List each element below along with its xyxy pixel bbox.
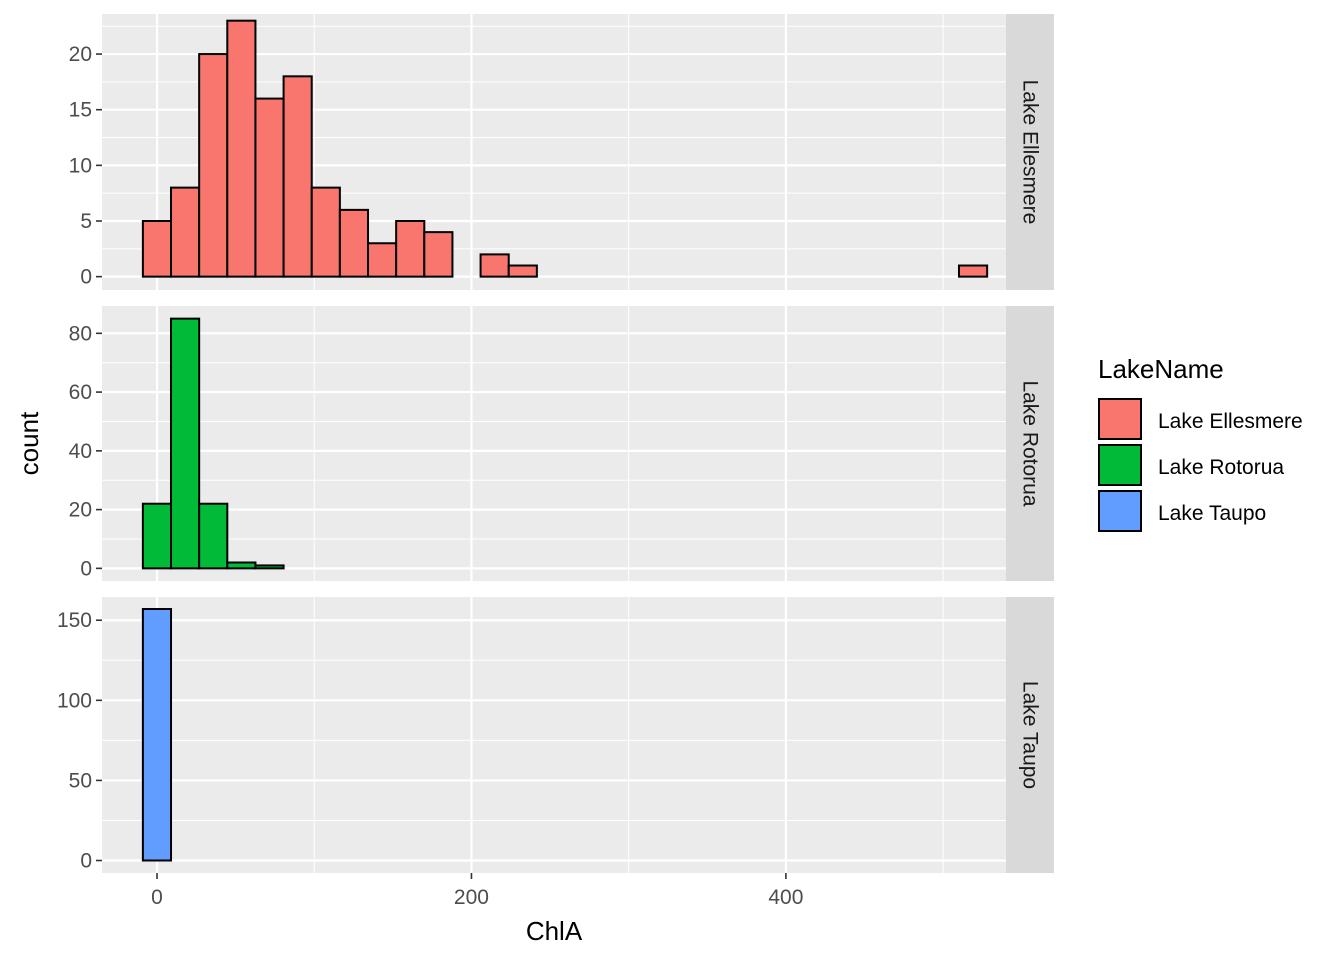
y-tick-label: 15 (69, 99, 92, 122)
y-tick-label: 40 (69, 440, 92, 463)
facet-strip-label: Lake Rotorua (1019, 380, 1042, 506)
histogram-bar (423, 231, 454, 278)
histogram-bar (254, 97, 285, 278)
x-axis-title: ChlA (526, 916, 583, 946)
histogram-bar (170, 317, 201, 570)
y-tick-label: 0 (80, 266, 92, 289)
facet-strip (1006, 306, 1054, 581)
y-tick-label: 20 (69, 43, 92, 66)
histogram-bar (141, 220, 173, 278)
y-tick-label: 100 (57, 689, 92, 712)
legend: LakeName Lake Ellesmere Lake Rotorua Lake … (1098, 354, 1303, 532)
facet-strip-label: Lake Taupo (1019, 681, 1042, 789)
histogram-bar (395, 220, 426, 278)
y-tick-label: 60 (69, 381, 92, 404)
panel-background (102, 597, 1006, 873)
histogram-bar (282, 75, 313, 278)
histogram-bar (254, 564, 285, 570)
legend-swatch (1098, 490, 1142, 532)
histogram-bar (141, 608, 173, 862)
legend-swatch (1098, 398, 1142, 440)
y-tick-label: 50 (69, 769, 92, 792)
histogram-bar (198, 53, 229, 278)
x-tick-label: 0 (151, 886, 163, 909)
histogram-bar (226, 561, 257, 570)
histogram-bar (367, 242, 398, 278)
histogram-bar (198, 502, 229, 570)
legend-title: LakeName (1098, 354, 1224, 384)
panel-background (102, 306, 1006, 581)
x-tick-label: 400 (768, 886, 803, 909)
y-axis-title: count (14, 411, 44, 475)
histogram-bar (338, 208, 370, 278)
y-tick-label: 20 (69, 499, 92, 522)
legend-label: Lake Rotorua (1158, 456, 1284, 479)
facet-panel: 0 20 40 60 80 Lake Rotorua (69, 306, 1054, 581)
y-tick-label: 0 (80, 850, 92, 873)
facet-strip-label: Lake Ellesmere (1019, 80, 1042, 225)
legend-swatch (1098, 444, 1142, 486)
facet-strip (1006, 14, 1054, 290)
histogram-bar (141, 502, 173, 570)
y-tick-label: 10 (69, 154, 92, 177)
facet-panel: 0 5 10 15 20 Lake Ellesmere (69, 14, 1054, 290)
y-tick-label: 80 (69, 322, 92, 345)
x-axis: 0 200 400 (151, 873, 803, 909)
legend-label: Lake Taupo (1158, 502, 1266, 525)
y-tick-label: 0 (80, 557, 92, 580)
legend-label: Lake Ellesmere (1158, 410, 1303, 433)
facet-panel: 0 50 100 150 Lake Taupo (57, 597, 1054, 873)
histogram-bar (479, 253, 510, 278)
facet-strip (1006, 597, 1054, 873)
y-tick-label: 150 (57, 609, 92, 632)
histogram-bar (507, 264, 538, 278)
legend-entry: Lake Rotorua (1098, 444, 1284, 486)
histogram-bar (226, 19, 257, 278)
histogram-bar (170, 186, 201, 278)
histogram-bar (310, 186, 341, 278)
x-tick-label: 200 (454, 886, 489, 909)
legend-entry: Lake Ellesmere (1098, 398, 1303, 440)
legend-entry: Lake Taupo (1098, 490, 1266, 532)
histogram-bar (957, 264, 989, 278)
panels-layer: 0 5 10 15 20 Lake Ellesmere 0 20 40 60 80 Lake Roto… (57, 14, 1054, 873)
y-tick-label: 5 (80, 210, 92, 233)
